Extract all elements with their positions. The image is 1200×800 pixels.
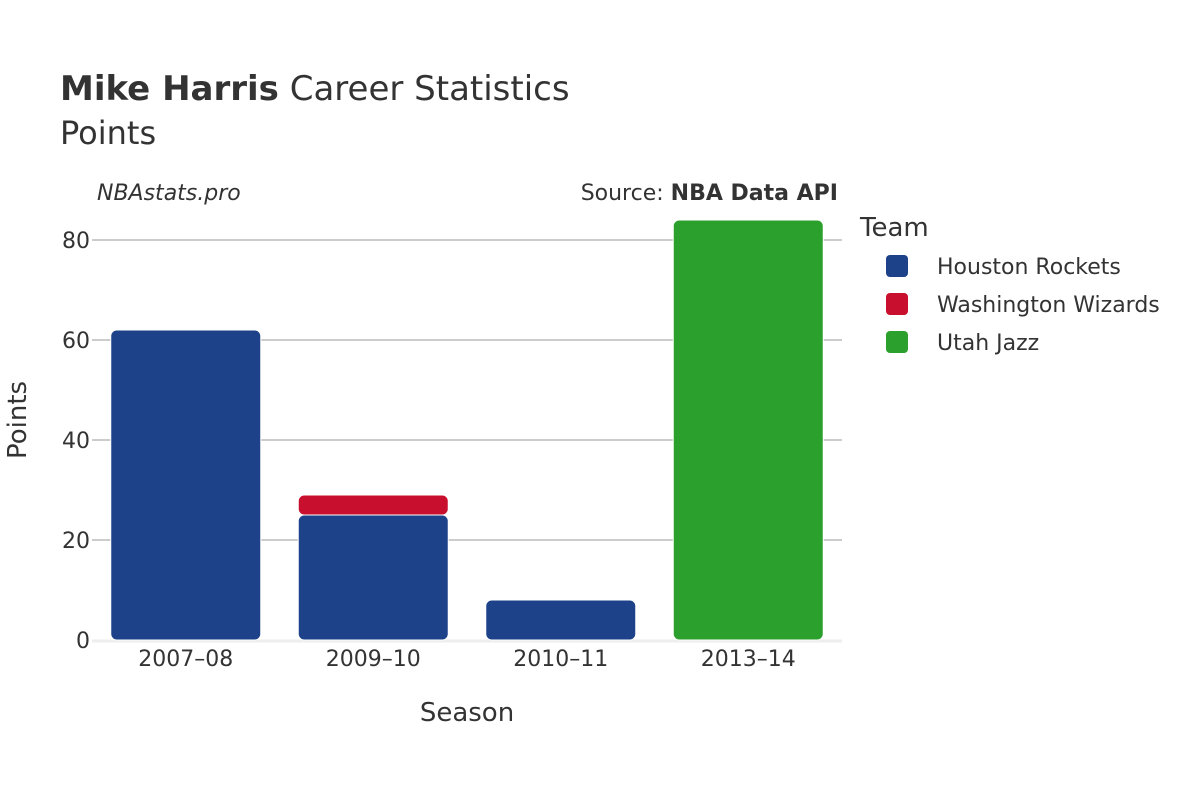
source-prefix: Source: (581, 181, 671, 206)
chart-subtitle: Points (60, 114, 156, 152)
legend: Houston Rockets Washington Wizards Utah Ja… (886, 255, 1160, 356)
player-name: Mike Harris (60, 69, 279, 109)
bar-houston-rockets-2007-08 (110, 329, 262, 641)
legend-label-houston-rockets: Houston Rockets (937, 255, 1121, 280)
bars (110, 219, 824, 641)
x-tick-labels: 2007–08 2009–10 2010–11 2013–14 (138, 647, 795, 672)
y-tick-label-60: 60 (62, 329, 90, 354)
legend-label-utah-jazz: Utah Jazz (937, 331, 1039, 356)
y-tick-label-0: 0 (76, 629, 90, 654)
legend-title: Team (859, 213, 929, 243)
legend-swatch-utah-jazz (886, 331, 908, 353)
legend-label-washington-wizards: Washington Wizards (937, 293, 1160, 318)
site-credit: NBAstats.pro (97, 181, 241, 206)
y-axis-title: Points (3, 381, 33, 459)
bar-houston-rockets-2010-11 (485, 599, 637, 641)
x-axis-title: Season (420, 698, 514, 728)
title-rest: Career Statistics (279, 69, 570, 109)
x-tick-label-2007-08: 2007–08 (138, 647, 233, 672)
y-tick-labels: 0 20 40 60 80 (62, 229, 90, 654)
x-tick-label-2010-11: 2010–11 (513, 647, 608, 672)
y-tick-label-40: 40 (62, 429, 90, 454)
bar-houston-rockets-2009-10 (297, 514, 449, 641)
source-name: NBA Data API (671, 181, 838, 206)
y-tick-label-80: 80 (62, 229, 90, 254)
legend-swatch-washington-wizards (886, 293, 908, 315)
chart-title: Mike Harris Career Statistics (60, 69, 570, 109)
source-credit: Source: NBA Data API (581, 181, 838, 206)
bar-utah-jazz-2013-14 (672, 219, 824, 641)
x-tick-label-2009-10: 2009–10 (326, 647, 421, 672)
bar-washington-wizards-2009-10 (297, 494, 449, 516)
y-tick-label-20: 20 (62, 529, 90, 554)
legend-swatch-houston-rockets (886, 255, 908, 277)
x-tick-label-2013-14: 2013–14 (701, 647, 796, 672)
